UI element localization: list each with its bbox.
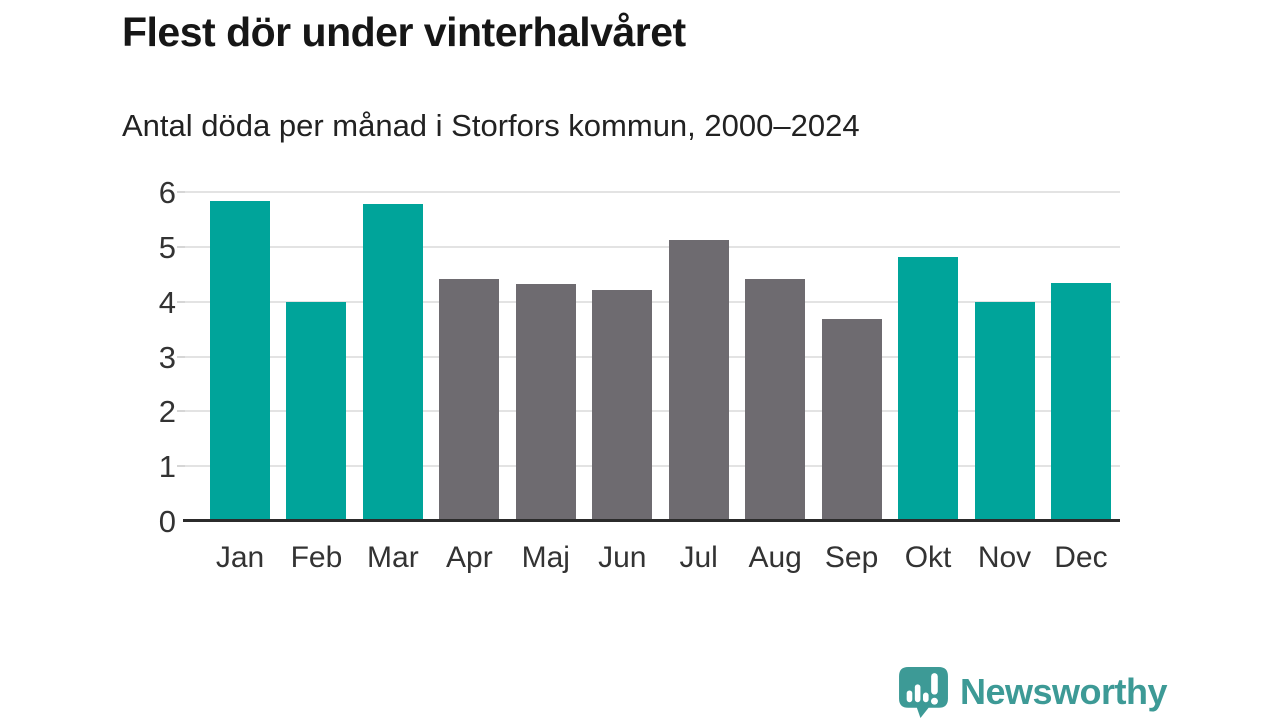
y-axis-label-2: 2 <box>158 394 176 430</box>
x-axis-label-aug: Aug <box>748 541 802 574</box>
x-axis-label-dec: Dec <box>1054 541 1108 574</box>
bar-jul <box>668 240 729 521</box>
bar-jun <box>592 289 653 521</box>
x-axis-label-jun: Jun <box>598 541 647 574</box>
y-tick-1 <box>177 465 185 468</box>
gridline-y2 <box>185 410 1120 413</box>
x-axis-label-jul: Jul <box>679 541 718 574</box>
y-axis-label-5: 5 <box>158 229 176 265</box>
x-axis-label-okt: Okt <box>904 541 952 574</box>
gridline-y6 <box>185 191 1120 193</box>
y-axis-label-6: 6 <box>158 175 176 210</box>
bar-nov <box>974 301 1035 521</box>
bar-okt <box>898 257 959 521</box>
bar-sep <box>821 319 882 521</box>
newsworthy-wordmark: Newsworthy <box>960 670 1168 712</box>
chart-subtitle: Antal döda per månad i Storfors kommun, … <box>122 108 860 143</box>
bar-jan <box>210 201 270 521</box>
y-tick-2 <box>177 410 185 413</box>
x-axis-label-nov: Nov <box>977 541 1032 574</box>
gridline-y5 <box>185 245 1120 248</box>
y-tick-5 <box>177 245 185 248</box>
bar-maj <box>515 283 576 521</box>
x-axis-label-apr: Apr <box>446 541 493 574</box>
gridline-y4 <box>185 300 1120 303</box>
x-axis-label-jan: Jan <box>215 541 265 574</box>
gridline-y1 <box>185 465 1120 468</box>
x-axis-label-feb: Feb <box>290 541 343 574</box>
y-axis-label-4: 4 <box>158 284 176 320</box>
plot-area: 0 1 2 3 4 5 6 Jan Feb Mar Apr Maj Jun Jul Aug Sep Okt Nov… <box>159 177 1120 574</box>
y-axis-label-0: 0 <box>158 504 176 539</box>
newsworthy-logo-icon <box>899 667 948 718</box>
y-tick-6 <box>177 191 185 193</box>
newsworthy-logo: Newsworthy <box>897 665 1168 718</box>
x-axis-label-maj: Maj <box>521 541 570 574</box>
x-axis-label-sep: Sep <box>824 541 879 574</box>
bar-feb <box>286 301 347 521</box>
x-axis-line <box>183 519 1120 522</box>
gridline-y3 <box>185 355 1120 358</box>
bar-apr <box>439 278 500 521</box>
y-tick-3 <box>177 355 185 358</box>
bar-dec <box>1050 283 1111 521</box>
bar-mar <box>362 204 423 521</box>
bar-aug <box>745 278 806 521</box>
chart-title: Flest dör under vinterhalvåret <box>122 9 686 55</box>
y-axis-label-1: 1 <box>158 449 176 485</box>
y-tick-4 <box>177 300 185 303</box>
x-axis-label-mar: Mar <box>367 541 419 574</box>
y-axis-label-3: 3 <box>158 339 176 375</box>
